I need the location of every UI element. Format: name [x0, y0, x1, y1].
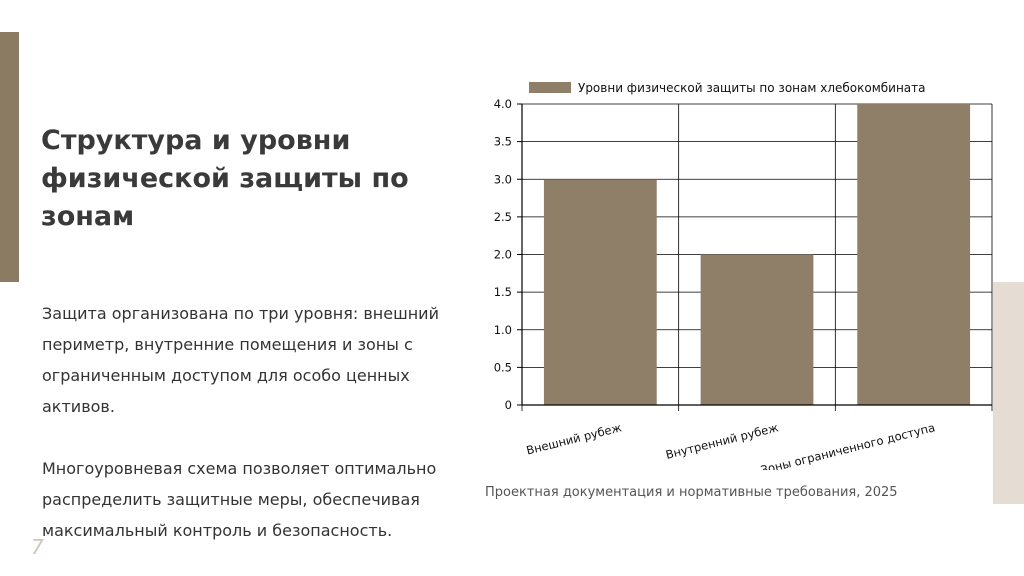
x-tick-label: Внутренний рубеж [664, 420, 780, 462]
legend-swatch [529, 82, 571, 93]
x-tick-label: Зоны ограниченного доступа [759, 420, 936, 470]
source-note: Проектная документация и нормативные тре… [485, 485, 898, 500]
bar [543, 179, 657, 405]
accent-bar [0, 32, 19, 282]
y-tick-label: 2.0 [494, 248, 512, 262]
bar [700, 254, 814, 405]
paragraph-scheme: Многоуровневая схема позволяет оптимальн… [42, 459, 437, 540]
y-tick-label: 2.5 [494, 210, 512, 224]
y-tick-label: 1.5 [494, 285, 512, 299]
y-tick-label: 3.0 [494, 172, 512, 186]
y-tick-label: 0 [505, 398, 512, 412]
bar [857, 104, 971, 405]
slide-title: Структура и уровни физической защиты по … [41, 125, 409, 232]
page-number: 7 [31, 535, 44, 559]
legend-label: Уровни физической защиты по зонам хлебок… [578, 81, 926, 95]
bar-chart: Уровни физической защиты по зонам хлебок… [494, 81, 993, 470]
y-tick-label: 1.0 [494, 323, 512, 337]
decorative-block [993, 282, 1024, 504]
y-tick-label: 3.5 [494, 135, 512, 149]
x-tick-label: Внешний рубеж [525, 420, 623, 457]
paragraph-levels: Защита организована по три уровня: внешн… [42, 304, 439, 416]
y-tick-label: 0.5 [494, 360, 512, 374]
y-tick-label: 4.0 [494, 97, 512, 111]
